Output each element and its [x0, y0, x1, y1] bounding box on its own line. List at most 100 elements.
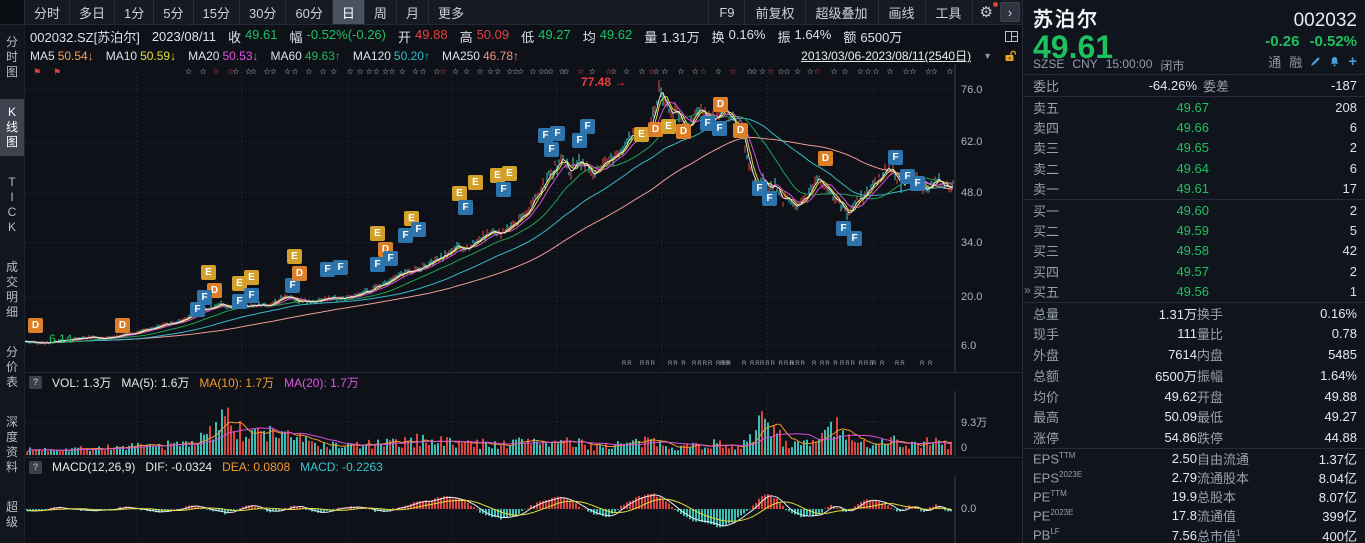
xr-marker: RRR: [790, 361, 806, 367]
edit-pencil-icon[interactable]: [1310, 56, 1321, 67]
stat-row: 外盘 7614 内盘 5485: [1033, 347, 1357, 364]
y-axis-tick: 48.0: [961, 187, 983, 199]
event-star-icon: ☆: [677, 67, 685, 76]
info-item-低: 低 49.27: [521, 26, 571, 45]
event-star-icon: ☆: [830, 67, 838, 76]
ask-row-卖四[interactable]: 卖四 49.66 6: [1033, 120, 1357, 137]
event-star-icon: ☆: [346, 67, 354, 76]
signal-badge-E: E: [502, 166, 517, 181]
event-star-icon: ☆: [433, 67, 441, 76]
signal-badge-E: E: [490, 168, 505, 183]
signal-badge-F: F: [370, 257, 385, 272]
tool-工具[interactable]: 工具: [924, 0, 972, 24]
bid-row-买五[interactable]: 买五 49.56 1: [1033, 284, 1357, 301]
bid-row-买三[interactable]: 买三 49.58 42: [1033, 243, 1357, 260]
volume-chart[interactable]: [25, 391, 1022, 458]
event-star-icon: ☆: [330, 67, 338, 76]
volume-header-item: MA(10): 1.7万: [199, 375, 275, 390]
tab-30分[interactable]: 30分: [238, 0, 285, 24]
event-star-icon: ☆: [777, 67, 785, 76]
bid-row-买二[interactable]: 买二 49.59 5: [1033, 223, 1357, 240]
fund-rows: EPSTTM 2.50 自由流通 1.37亿 EPS2023E 2.79 流通股本 8.04亿…: [1023, 449, 1365, 543]
stock-name: 苏泊尔: [1033, 9, 1099, 31]
tool-画线[interactable]: 画线: [877, 0, 925, 24]
ma-item-MA10: MA10 50.59↓: [105, 48, 177, 63]
sidebar-item-成交明细[interactable]: 成交明细: [5, 260, 18, 319]
quote-time: 15:00:00: [1105, 57, 1153, 71]
signal-badge-F: F: [550, 126, 565, 141]
ask-row-卖五[interactable]: 卖五 49.67 208: [1033, 99, 1357, 116]
ask-row-卖二[interactable]: 卖二 49.64 6: [1033, 160, 1357, 177]
chart-workspace: 分时 多日 1分 5分 15分 30分 60分日周月更多 F9 前复权 超级叠加 画线 工具 ⚙ ›…: [0, 0, 1022, 543]
date-range-link[interactable]: 2013/03/06-2023/08/11(2540日): [801, 49, 972, 63]
period-high-annotation: 77.48 →: [581, 75, 627, 89]
event-star-icon: ☆: [388, 67, 396, 76]
stock-code-label: 002032.SZ[苏泊尔]: [30, 29, 140, 45]
bid-row-买四[interactable]: 买四 49.57 2: [1033, 263, 1357, 280]
event-star-icon: ☆: [542, 67, 550, 76]
signal-badge-F: F: [190, 302, 205, 317]
sidebar-item-深度资料[interactable]: 深度资料: [5, 415, 18, 474]
sidebar-item-分价表[interactable]: 分价表: [5, 345, 18, 389]
bid-row-买一[interactable]: 买一 49.60 2: [1033, 202, 1357, 219]
tab-60分[interactable]: 60分: [285, 0, 331, 24]
event-star-icon: ☆: [547, 67, 555, 76]
help-icon[interactable]: ?: [29, 460, 42, 474]
tab-1分[interactable]: 1分: [114, 0, 153, 24]
event-star-icon: ☆: [562, 67, 570, 76]
macd-chart[interactable]: [25, 476, 1022, 543]
kline-chart[interactable]: ☆ ☆ ☆ ☆ ☆ ☆ ☆ ☆ ☆ ☆ ☆ ☆ ☆ ☆ ☆ ☆ ☆ ☆ ☆ ☆ ☆ ☆ ☆ ☆ ☆ ☆ ☆ ☆ ☆ ☆ ☆ ☆ ☆ ☆ ☆ ☆ ☆ ☆ ☆ ☆…: [25, 64, 1022, 372]
tab-月[interactable]: 月: [395, 0, 428, 24]
volume-plot: [25, 391, 956, 458]
sidebar-item-超级[interactable]: 超级: [5, 500, 18, 529]
y-axis-tick: 62.0: [961, 136, 983, 148]
event-star-icon: ☆: [199, 67, 207, 76]
add-watchlist-icon[interactable]: +: [1348, 53, 1357, 70]
event-star-icon: ☆: [750, 67, 758, 76]
event-star-icon: ☆: [767, 67, 775, 76]
info-item-开: 开 49.88: [398, 26, 448, 45]
ask-row-卖三[interactable]: 卖三 49.65 2: [1033, 140, 1357, 157]
signal-badge-F: F: [320, 262, 335, 277]
signal-badge-F: F: [411, 222, 426, 237]
xr-marker: RR: [895, 361, 906, 367]
sidebar-item-分时图[interactable]: 分时图: [5, 35, 18, 79]
tab-多日[interactable]: 多日: [69, 0, 114, 24]
signal-badge-F: F: [496, 182, 511, 197]
event-star-icon: ☆: [864, 67, 872, 76]
stat-rows: 总量 1.31万 换手 0.16% 现手 111 量比 0.78 外盘 7614 内盘 5485 总额 6…: [1023, 303, 1365, 448]
quote-panel: 苏泊尔 002032 49.61 -0.26 -0.52% 通 融 +: [1022, 0, 1365, 543]
ask-row-卖一[interactable]: 卖一 49.61 17: [1033, 181, 1357, 198]
quote-collapse-handle[interactable]: »: [1024, 283, 1031, 297]
stat-row: 均价 49.62 开盘 49.88: [1033, 388, 1357, 405]
signal-badge-F: F: [232, 294, 247, 309]
tab-更多[interactable]: 更多: [427, 0, 473, 24]
quote-header: 苏泊尔 002032 49.61 -0.26 -0.52% 通 融 +: [1023, 0, 1365, 74]
signal-badge-D: D: [713, 97, 728, 112]
tool-超级叠加[interactable]: 超级叠加: [804, 0, 878, 24]
collapse-panel-button[interactable]: ›: [1000, 2, 1020, 22]
tool-F9[interactable]: F9: [708, 0, 744, 24]
info-item-量: 量 1.31万: [644, 29, 700, 45]
stat-row: 总量 1.31万 换手 0.16%: [1033, 305, 1357, 322]
tab-周[interactable]: 周: [363, 0, 396, 24]
tab-分时[interactable]: 分时: [24, 0, 69, 24]
tab-5分[interactable]: 5分: [153, 0, 192, 24]
layout-grid-icon[interactable]: [1005, 30, 1018, 42]
tool-前复权[interactable]: 前复权: [744, 0, 804, 24]
tab-日[interactable]: 日: [331, 0, 364, 24]
lock-icon[interactable]: [1004, 50, 1016, 62]
settings-gear-icon[interactable]: ⚙: [971, 0, 1000, 24]
range-dropdown-icon[interactable]: ▼: [983, 50, 992, 61]
xr-marker: R R: [872, 361, 886, 367]
tab-15分[interactable]: 15分: [192, 0, 239, 24]
help-icon[interactable]: ?: [29, 375, 42, 389]
info-item-高: 高 50.09: [459, 26, 510, 45]
notification-dot: [993, 2, 998, 7]
stat-row: 最高 50.09 最低 49.27: [1033, 409, 1357, 426]
alert-bell-icon[interactable]: [1329, 56, 1340, 67]
weibi-row: 委比 -64.26% 委差 -187: [1033, 78, 1357, 94]
